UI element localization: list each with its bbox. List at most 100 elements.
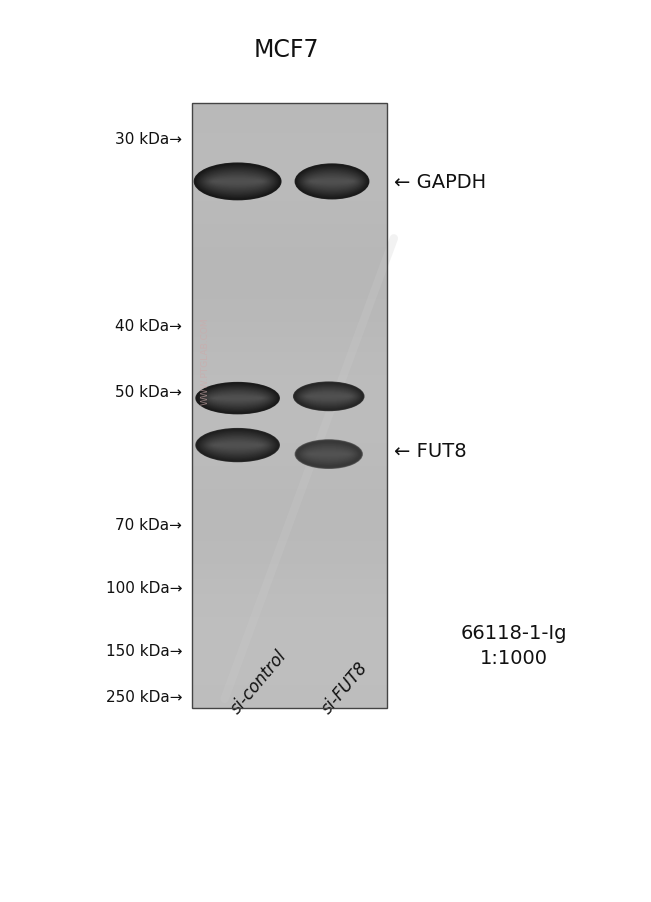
- Ellipse shape: [310, 179, 354, 185]
- Bar: [192, 217, 387, 225]
- Bar: [192, 542, 387, 549]
- Bar: [192, 171, 387, 179]
- Bar: [192, 278, 387, 285]
- Ellipse shape: [294, 440, 363, 469]
- Ellipse shape: [300, 388, 357, 406]
- Bar: [192, 323, 387, 330]
- Bar: [192, 534, 387, 542]
- Ellipse shape: [203, 171, 272, 193]
- Ellipse shape: [299, 387, 359, 407]
- Text: 150 kDa→: 150 kDa→: [105, 644, 182, 658]
- Ellipse shape: [214, 444, 261, 447]
- Bar: [192, 111, 387, 119]
- Ellipse shape: [301, 446, 356, 464]
- Ellipse shape: [195, 164, 281, 200]
- Text: 50 kDa→: 50 kDa→: [115, 385, 182, 400]
- Ellipse shape: [205, 390, 270, 408]
- Ellipse shape: [297, 442, 361, 467]
- Ellipse shape: [199, 431, 277, 460]
- Bar: [192, 580, 387, 587]
- Ellipse shape: [299, 444, 358, 465]
- Ellipse shape: [205, 173, 270, 191]
- Ellipse shape: [197, 166, 278, 198]
- Ellipse shape: [302, 171, 362, 193]
- Ellipse shape: [310, 179, 354, 186]
- Ellipse shape: [212, 395, 263, 402]
- Bar: [192, 678, 387, 686]
- Ellipse shape: [214, 180, 262, 184]
- Bar: [192, 225, 387, 232]
- Ellipse shape: [296, 384, 361, 410]
- Bar: [192, 511, 387, 520]
- Ellipse shape: [196, 429, 279, 462]
- Ellipse shape: [208, 392, 267, 405]
- Bar: [192, 625, 387, 632]
- Ellipse shape: [198, 384, 277, 413]
- Ellipse shape: [302, 390, 355, 404]
- Ellipse shape: [196, 383, 279, 414]
- Bar: [192, 157, 387, 164]
- Bar: [192, 308, 387, 315]
- Bar: [192, 338, 387, 345]
- Ellipse shape: [305, 174, 359, 190]
- Ellipse shape: [204, 173, 271, 191]
- Text: si-control: si-control: [227, 647, 290, 717]
- Bar: [192, 202, 387, 209]
- Ellipse shape: [215, 445, 260, 446]
- Ellipse shape: [213, 443, 262, 448]
- Bar: [192, 451, 387, 459]
- Bar: [192, 482, 387, 489]
- Bar: [192, 632, 387, 640]
- Ellipse shape: [199, 168, 277, 197]
- Bar: [192, 391, 387, 399]
- Ellipse shape: [209, 177, 266, 188]
- Bar: [192, 496, 387, 504]
- Ellipse shape: [296, 384, 362, 410]
- Ellipse shape: [294, 164, 370, 200]
- Text: ← GAPDH: ← GAPDH: [394, 172, 486, 192]
- Ellipse shape: [210, 178, 265, 187]
- Ellipse shape: [211, 441, 264, 450]
- Bar: [192, 617, 387, 625]
- Ellipse shape: [197, 429, 279, 462]
- Ellipse shape: [305, 391, 353, 401]
- Bar: [192, 436, 387, 444]
- Ellipse shape: [198, 431, 277, 460]
- Bar: [192, 104, 387, 111]
- Ellipse shape: [311, 179, 353, 185]
- Ellipse shape: [199, 169, 275, 196]
- Bar: [192, 209, 387, 217]
- Ellipse shape: [204, 390, 271, 408]
- Ellipse shape: [210, 440, 266, 451]
- Ellipse shape: [204, 436, 271, 456]
- Ellipse shape: [310, 453, 348, 456]
- Text: MCF7: MCF7: [254, 38, 319, 61]
- Ellipse shape: [300, 170, 364, 195]
- Ellipse shape: [206, 437, 270, 455]
- Text: 70 kDa→: 70 kDa→: [115, 518, 182, 532]
- Bar: [192, 292, 387, 300]
- Ellipse shape: [293, 382, 365, 411]
- Ellipse shape: [297, 167, 367, 198]
- Ellipse shape: [208, 176, 267, 189]
- Bar: [192, 300, 387, 308]
- Ellipse shape: [296, 165, 368, 199]
- Ellipse shape: [303, 391, 354, 403]
- Ellipse shape: [199, 386, 275, 411]
- Bar: [192, 640, 387, 648]
- Ellipse shape: [201, 170, 274, 195]
- Ellipse shape: [202, 170, 273, 194]
- Bar: [192, 663, 387, 670]
- Bar: [192, 701, 387, 708]
- Bar: [192, 383, 387, 391]
- Ellipse shape: [309, 395, 348, 399]
- Ellipse shape: [212, 442, 263, 449]
- Ellipse shape: [305, 448, 353, 461]
- Bar: [192, 504, 387, 511]
- Ellipse shape: [303, 447, 354, 462]
- Text: 30 kDa→: 30 kDa→: [115, 133, 182, 147]
- Ellipse shape: [301, 389, 356, 405]
- Ellipse shape: [208, 438, 267, 453]
- Ellipse shape: [210, 440, 265, 451]
- Bar: [192, 489, 387, 496]
